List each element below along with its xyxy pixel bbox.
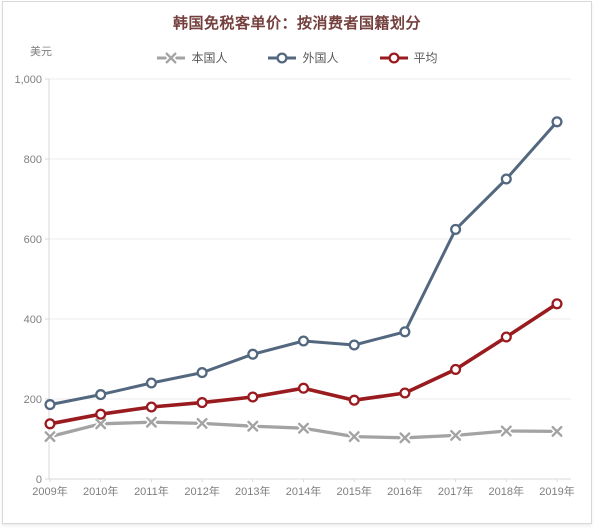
circle-marker-icon: [268, 52, 297, 64]
svg-text:2015年: 2015年: [336, 484, 371, 498]
chart-card: 韩国免税客单价：按消费者国籍划分 本国人 外国人 平均 美元 0 200 400 60…: [2, 1, 592, 524]
chart-legend: 本国人 外国人 平均: [3, 51, 591, 65]
svg-text:2016年: 2016年: [387, 484, 422, 498]
legend-label-foreigners: 外国人: [302, 51, 339, 65]
svg-text:0: 0: [36, 474, 42, 486]
plot-area: 0 200 400 600 800 1,000 2009年 2010年 2011年 2012年 20…: [14, 74, 574, 498]
svg-text:400: 400: [24, 314, 42, 326]
svg-text:2009年: 2009年: [32, 484, 67, 498]
x-marker-icon: [157, 52, 186, 64]
svg-text:2012年: 2012年: [184, 484, 219, 498]
svg-text:800: 800: [24, 154, 42, 166]
svg-text:2011年: 2011年: [134, 484, 169, 498]
svg-text:2013年: 2013年: [235, 484, 270, 498]
svg-text:2017年: 2017年: [438, 484, 473, 498]
circle-marker-icon: [379, 52, 408, 64]
chart-title: 韩国免税客单价：按消费者国籍划分: [172, 15, 421, 32]
legend-item-domestic[interactable]: 本国人: [156, 51, 227, 65]
svg-text:200: 200: [24, 394, 42, 406]
legend-item-average[interactable]: 平均: [379, 51, 438, 65]
y-axis-unit-label: 美元: [30, 46, 52, 58]
legend-item-foreigners[interactable]: 外国人: [267, 51, 339, 65]
svg-text:2019年: 2019年: [539, 484, 574, 498]
legend-label-average: 平均: [413, 51, 438, 65]
svg-text:600: 600: [24, 234, 42, 246]
svg-text:2018年: 2018年: [489, 484, 524, 498]
svg-text:2014年: 2014年: [286, 484, 321, 498]
svg-text:2010年: 2010年: [83, 484, 118, 498]
svg-text:1,000: 1,000: [14, 74, 42, 86]
legend-label-domestic: 本国人: [191, 51, 228, 65]
